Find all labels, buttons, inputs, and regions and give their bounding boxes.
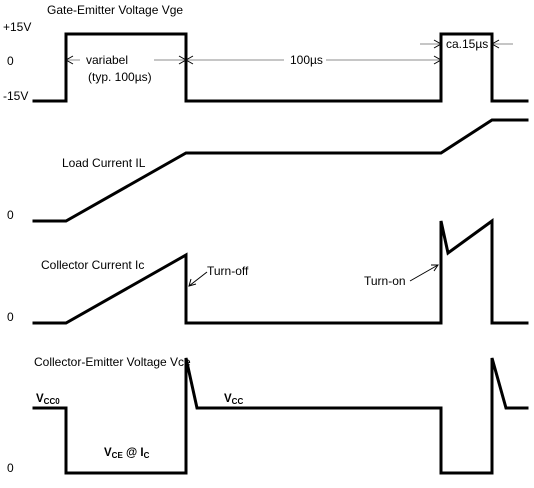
variable-label-typ: (typ. 100µs) — [88, 70, 152, 84]
gate-waveform — [32, 32, 529, 103]
load-label-zero: 0 — [7, 208, 14, 222]
turn-on-label: Turn-on — [364, 274, 406, 288]
vce-label-zero: 0 — [7, 461, 14, 475]
collector-title: Collector Current Ic — [41, 258, 144, 272]
collector-label-zero: 0 — [7, 310, 14, 324]
load-waveform — [32, 118, 529, 223]
turn-off-arrow-line — [188, 271, 208, 287]
load-title: Load Current IL — [62, 156, 146, 170]
variable-label-bg — [80, 52, 154, 68]
turn-on-arrowhead — [431, 264, 439, 272]
gate-label-minus15: -15V — [3, 89, 28, 103]
pulse-label: ca.15µs — [446, 37, 488, 51]
vce-at-ic-label: VCE @ IC — [104, 447, 150, 460]
pulse-arrow-left — [433, 39, 443, 49]
gap-arrow-right — [433, 55, 443, 65]
variable-label: variabel — [86, 53, 128, 67]
vcc0-label: VCC0 — [36, 393, 60, 406]
gate-title: Gate-Emitter Voltage Vge — [47, 3, 183, 17]
turn-off-label: Turn-off — [207, 264, 249, 278]
vce-title: Collector-Emitter Voltage Vce — [34, 355, 191, 369]
gap-label: 100µs — [290, 53, 323, 67]
gate-label-plus15: +15V — [3, 20, 31, 34]
gap-arrow-left — [184, 55, 194, 65]
turn-on-arrow-line — [409, 264, 439, 282]
variable-arrow-left — [64, 55, 74, 65]
vcc-label: VCC — [224, 393, 243, 406]
turn-off-arrowhead — [188, 278, 197, 287]
gap-label-bg — [284, 52, 326, 68]
pulse-arrow-right — [490, 39, 500, 49]
collector-waveform — [32, 218, 529, 325]
gate-label-zero: 0 — [7, 54, 14, 68]
vce-waveform — [32, 357, 529, 475]
